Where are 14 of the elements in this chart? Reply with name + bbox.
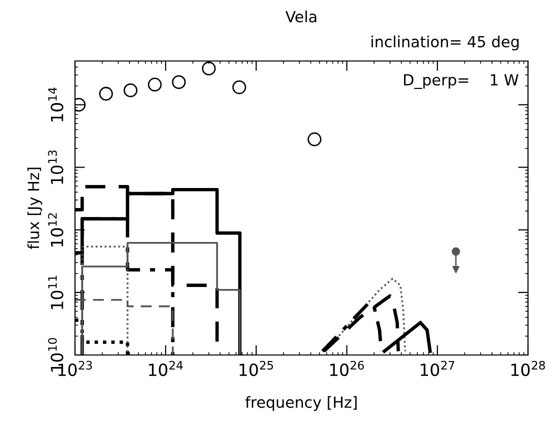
x-tick-label: 10$^{28}$ — [511, 360, 545, 376]
x-tick-label: 10$^{26}$ — [330, 360, 364, 376]
y-tick-label: 10$^{11}$ — [48, 276, 64, 310]
text: inclination= 45 deg — [372, 36, 519, 50]
annotation: D_perp= 1 W — [404, 74, 518, 89]
x-tick-label: 10$^{25}$ — [240, 360, 273, 376]
x-tick-label: 10$^{27}$ — [420, 360, 454, 376]
x-axis-title: frequency [Hz] — [245, 396, 357, 411]
chart-title: Vela — [285, 10, 316, 22]
y-axis-title: flux [Jy Hz] — [27, 168, 42, 250]
y-tick-label: 10$^{12}$ — [48, 213, 64, 246]
y-tick-label: 10$^{14}$ — [48, 88, 64, 122]
x-tick-label: 10$^{24}$ — [149, 360, 183, 376]
y-tick-label: 10$^{13}$ — [48, 150, 64, 184]
